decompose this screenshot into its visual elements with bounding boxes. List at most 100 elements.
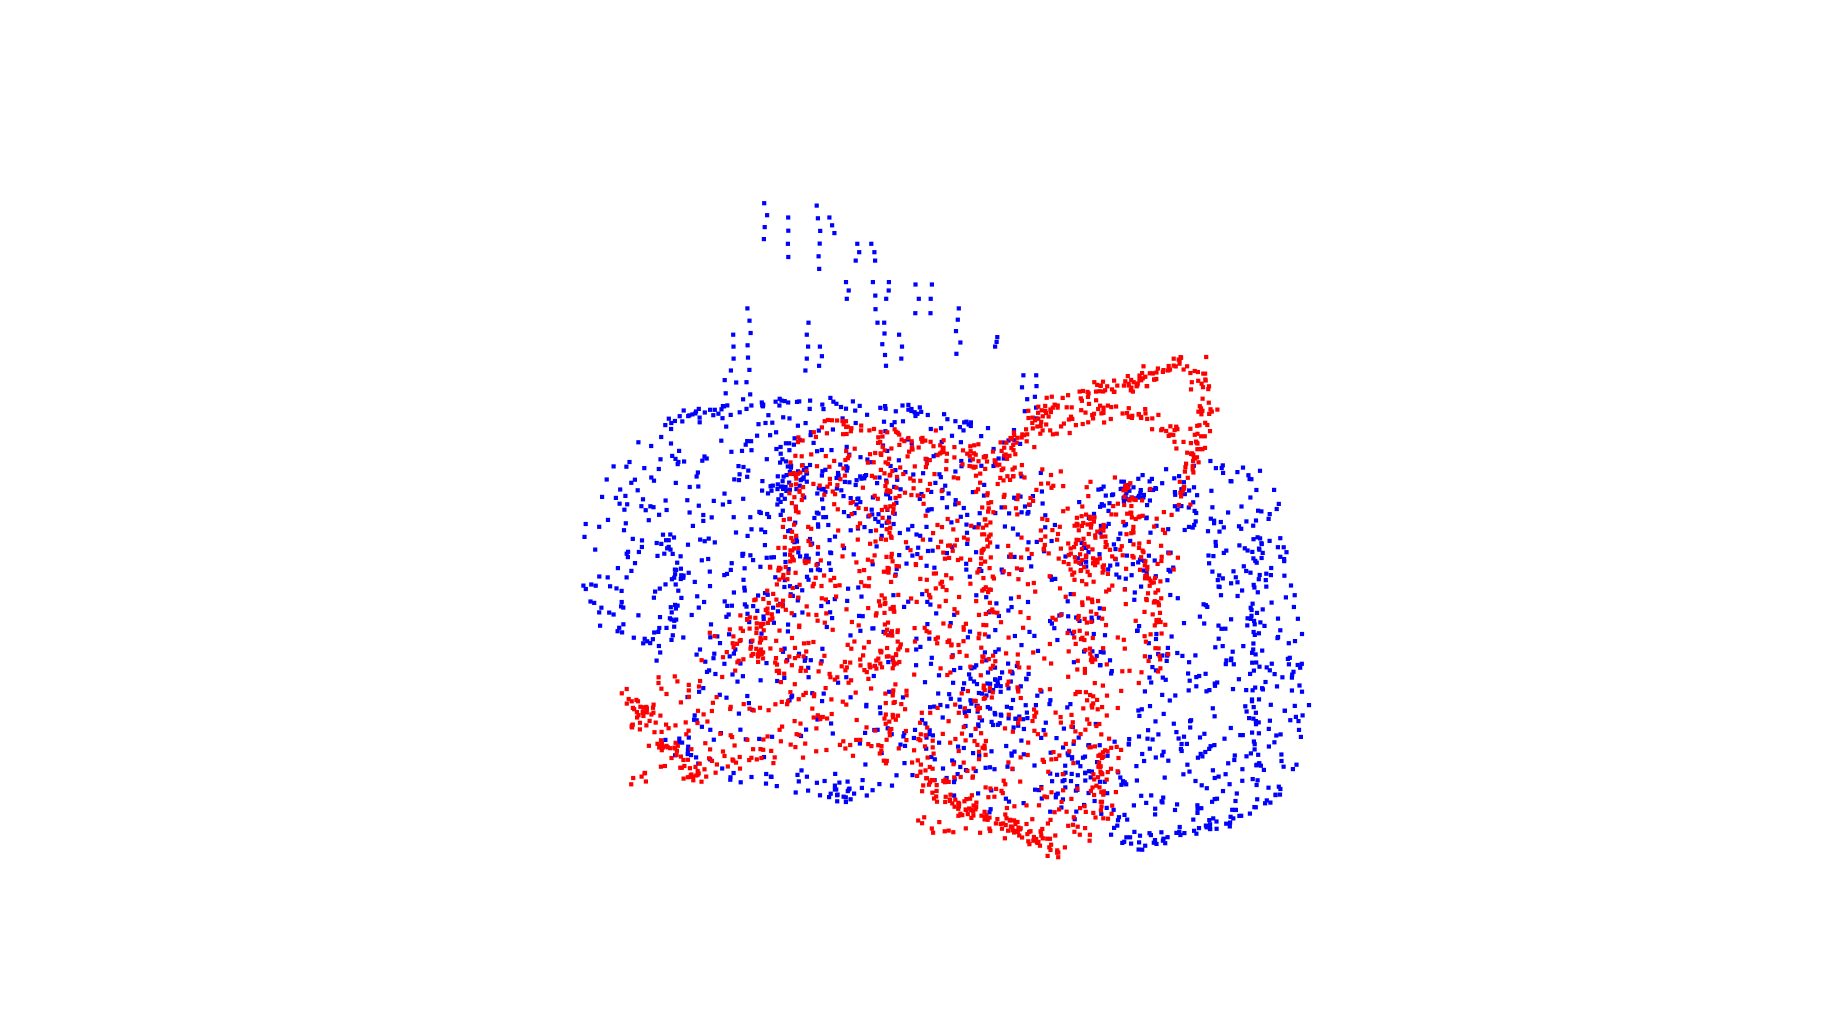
red-point: [898, 642, 903, 647]
blue-point: [1232, 753, 1237, 758]
blue-point: [1195, 810, 1200, 815]
red-point: [986, 590, 991, 595]
blue-point: [802, 658, 807, 663]
red-point: [881, 758, 886, 763]
red-point: [797, 488, 802, 493]
red-point: [1099, 534, 1104, 539]
red-point: [659, 741, 664, 746]
red-point: [950, 548, 955, 553]
blue-point: [961, 505, 966, 511]
blue-point: [877, 782, 882, 787]
blue-point: [1151, 840, 1156, 845]
red-point: [974, 599, 979, 604]
red-point: [1081, 520, 1086, 526]
red-point: [951, 475, 956, 480]
blue-point: [1282, 708, 1287, 713]
blue-point: [798, 478, 803, 483]
blue-point: [1026, 671, 1031, 676]
red-point: [949, 576, 954, 581]
red-point: [790, 538, 795, 543]
blue-point: [1289, 688, 1294, 693]
blue-point: [1010, 671, 1015, 676]
blue-point: [1108, 563, 1113, 568]
blue-point: [1182, 492, 1187, 497]
red-point: [998, 620, 1004, 625]
red-point: [741, 702, 746, 707]
blue-point: [1152, 838, 1158, 843]
blue-point: [1256, 720, 1261, 725]
blue-point: [848, 797, 853, 802]
blue-point: [835, 470, 841, 476]
blue-point: [786, 215, 791, 220]
blue-point: [670, 551, 675, 556]
blue-point: [738, 727, 743, 732]
red-point: [779, 699, 784, 704]
blue-point: [794, 487, 799, 492]
blue-point: [1179, 741, 1184, 747]
blue-point: [798, 554, 803, 559]
red-point: [1195, 423, 1200, 428]
blue-point: [815, 491, 820, 496]
red-point: [1039, 419, 1044, 424]
red-point: [774, 582, 779, 587]
red-point: [903, 728, 908, 734]
blue-point: [1009, 706, 1014, 711]
blue-point: [764, 457, 769, 462]
red-point: [1123, 602, 1128, 607]
red-point: [891, 506, 896, 511]
red-point: [1001, 778, 1006, 783]
red-point: [1197, 447, 1202, 452]
blue-point: [1153, 806, 1158, 811]
blue-point: [1090, 649, 1095, 654]
red-point: [1047, 845, 1052, 850]
blue-point: [745, 474, 750, 479]
red-point: [963, 738, 968, 743]
blue-point: [1150, 665, 1155, 670]
red-point: [1189, 380, 1194, 385]
red-point: [888, 504, 893, 509]
red-point: [987, 686, 992, 691]
red-point: [849, 646, 854, 651]
red-point: [684, 732, 689, 737]
blue-point: [1115, 823, 1120, 828]
red-point: [987, 826, 992, 831]
blue-point: [991, 722, 996, 728]
blue-point: [1160, 753, 1165, 758]
red-point: [976, 757, 982, 762]
blue-point: [768, 484, 773, 489]
blue-point: [1141, 568, 1146, 573]
red-point: [947, 638, 952, 643]
blue-point: [1121, 479, 1126, 484]
blue-point: [1124, 782, 1129, 787]
blue-point: [958, 440, 963, 445]
red-point: [1057, 807, 1062, 812]
blue-point: [771, 605, 776, 610]
red-point: [935, 522, 940, 528]
blue-point: [708, 635, 713, 640]
blue-point: [1127, 488, 1132, 493]
red-point: [718, 731, 723, 736]
red-point: [1199, 412, 1204, 417]
red-point: [986, 509, 991, 514]
blue-point: [1165, 578, 1170, 583]
blue-point: [1052, 626, 1057, 631]
red-point: [741, 657, 746, 662]
blue-point: [1254, 487, 1259, 493]
red-point: [796, 435, 801, 440]
blue-point: [929, 282, 934, 287]
red-point: [882, 601, 887, 607]
blue-point: [741, 496, 746, 501]
red-point: [927, 780, 933, 785]
blue-point: [1181, 734, 1187, 739]
red-point: [1045, 821, 1050, 826]
red-point: [662, 763, 667, 769]
red-point: [1105, 384, 1110, 389]
red-point: [931, 796, 937, 801]
red-point: [1114, 512, 1119, 517]
blue-point: [778, 451, 783, 456]
red-point: [1006, 828, 1011, 833]
red-point: [1116, 755, 1121, 761]
red-point: [946, 828, 951, 833]
red-point: [980, 654, 985, 659]
blue-point: [1255, 778, 1260, 783]
